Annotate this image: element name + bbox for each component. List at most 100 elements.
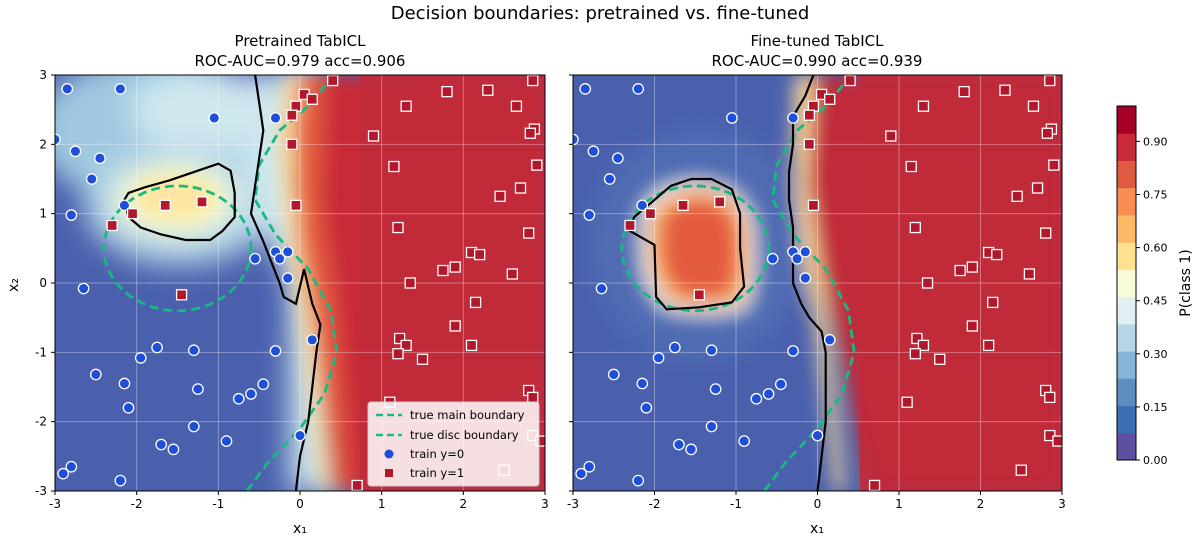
panel-finetuned: Fine-tuned TabICL ROC-AUC=0.990 acc=0.93… — [567, 32, 1066, 537]
point-class-1 — [437, 264, 449, 277]
colorbar-tick-label: 0.45 — [1143, 295, 1168, 308]
point-class-0 — [232, 392, 245, 405]
colorbar-frame — [1116, 105, 1137, 461]
point-class-1 — [286, 109, 298, 121]
colorbar-tick-label: 0.15 — [1143, 401, 1168, 414]
legend: true main boundary true disc boundary tr… — [367, 401, 540, 487]
point-class-1 — [400, 100, 412, 112]
point-class-0 — [155, 438, 168, 451]
point-class-1 — [527, 75, 539, 87]
colorbar-band — [1117, 160, 1136, 189]
point-class-0 — [85, 173, 98, 185]
point-class-1 — [404, 277, 416, 289]
colorbar-band — [1117, 323, 1136, 352]
x-tick-label: 1 — [895, 497, 903, 511]
point-class-1 — [844, 75, 856, 87]
point-class-0 — [114, 474, 127, 487]
colorbar-band — [1117, 187, 1136, 216]
model-boundary-main — [249, 75, 322, 491]
point-class-1 — [917, 100, 930, 112]
point-class-0 — [575, 467, 588, 480]
point-class-1 — [126, 208, 139, 220]
point-class-0 — [799, 272, 812, 284]
model-boundary-blob — [123, 162, 236, 242]
point-class-0 — [705, 344, 718, 357]
point-class-0 — [257, 378, 270, 391]
point-class-0 — [89, 368, 102, 381]
point-class-0 — [77, 282, 90, 295]
point-class-1 — [510, 100, 523, 112]
point-class-0 — [607, 368, 620, 381]
point-class-0 — [294, 429, 306, 442]
colorbar-tick-label: 0.60 — [1143, 242, 1168, 255]
point-class-1 — [531, 159, 543, 171]
point-class-0 — [774, 378, 787, 391]
point-class-1 — [1031, 182, 1044, 194]
point-class-1 — [367, 130, 380, 142]
suptitle: Decision boundaries: pretrained vs. fine… — [391, 3, 810, 24]
point-class-1 — [803, 138, 815, 150]
legend-entry: true main boundary — [410, 408, 525, 422]
point-class-0 — [151, 341, 163, 354]
point-class-1 — [958, 85, 970, 98]
point-class-0 — [245, 388, 257, 400]
colorbar-band — [1117, 351, 1136, 379]
true-disc-boundary — [620, 184, 771, 313]
point-class-1 — [1023, 268, 1036, 280]
point-class-1 — [807, 199, 820, 211]
point-class-0 — [636, 199, 649, 212]
point-class-0 — [57, 467, 70, 480]
point-class-1 — [644, 208, 657, 220]
point-class-0 — [306, 334, 319, 346]
point-class-1 — [1040, 227, 1052, 239]
y-tick-label: -3 — [35, 484, 47, 498]
model-decision-boundary — [628, 75, 827, 491]
point-class-1 — [911, 332, 923, 345]
colorbar-band — [1117, 269, 1136, 298]
point-class-1 — [714, 196, 726, 208]
y-ticks: -3 -2 -1 0 1 2 3 — [35, 68, 55, 498]
point-class-0 — [65, 460, 78, 473]
colorbar-band — [1117, 106, 1136, 134]
point-class-1 — [917, 339, 930, 352]
colorbar-band — [1117, 405, 1136, 434]
y-ticks — [569, 74, 573, 492]
point-class-1 — [494, 190, 506, 202]
point-class-0 — [167, 443, 180, 456]
point-class-0 — [762, 388, 775, 400]
point-class-0 — [114, 83, 127, 95]
point-class-0 — [118, 199, 131, 212]
legend-entry: true disc boundary — [410, 428, 519, 442]
point-class-1 — [909, 221, 921, 234]
point-class-1 — [1044, 391, 1056, 404]
point-class-0 — [220, 435, 233, 447]
point-class-0 — [603, 173, 616, 185]
point-class-0 — [811, 429, 824, 442]
point-class-1 — [677, 199, 689, 211]
point-class-0 — [640, 401, 653, 414]
point-class-1 — [196, 196, 208, 208]
point-class-1 — [901, 396, 913, 408]
point-class-1 — [624, 219, 636, 232]
model-boundary-blob — [628, 177, 746, 311]
point-class-0 — [632, 83, 645, 95]
point-class-1 — [474, 248, 486, 261]
point-class-1 — [306, 93, 318, 105]
true-disc-boundary — [102, 184, 253, 313]
point-class-0 — [61, 83, 74, 95]
point-class-1 — [1044, 75, 1056, 87]
point-class-1 — [392, 348, 404, 360]
point-class-0 — [791, 252, 803, 265]
point-class-0 — [705, 420, 718, 433]
point-class-0 — [273, 252, 286, 265]
point-class-1 — [514, 182, 527, 194]
point-class-0 — [632, 474, 645, 487]
legend-entry: train y=1 — [410, 466, 464, 480]
point-class-0 — [726, 112, 738, 124]
point-class-0 — [652, 352, 665, 364]
point-class-1 — [1015, 464, 1027, 476]
point-class-0 — [799, 245, 812, 258]
true-disc-boundary-line — [102, 184, 253, 313]
x-tick-label: 2 — [977, 497, 985, 511]
